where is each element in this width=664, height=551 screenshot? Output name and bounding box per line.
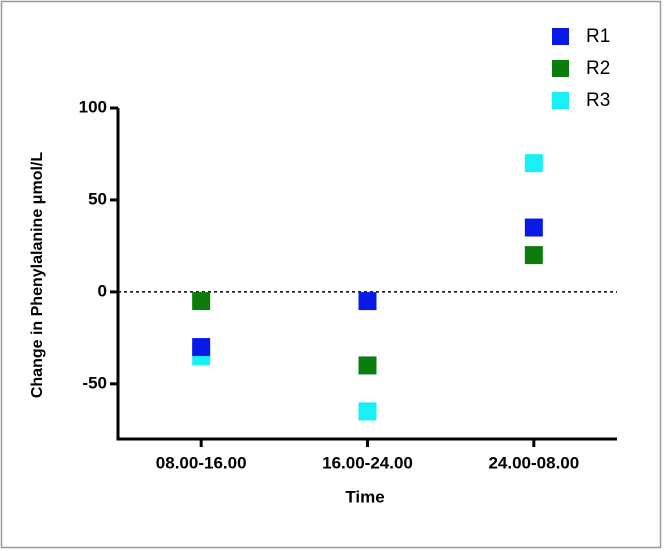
x-tick-label: 24.00-08.00 (488, 453, 579, 472)
y-tick-label: 100 (79, 97, 107, 116)
legend-marker (552, 60, 569, 77)
y-tick-label: 0 (98, 281, 107, 300)
legend-text: R3 (586, 90, 610, 111)
legend-marker (552, 28, 569, 45)
y-tick-label: -50 (82, 373, 107, 392)
point (192, 338, 211, 357)
x-axis-label: Time (345, 487, 384, 506)
y-axis-label: Change in Phenylalanine μmol/L (29, 152, 46, 399)
legend-text: R2 (586, 58, 610, 79)
point (192, 292, 211, 311)
legend-marker (552, 92, 569, 109)
point (358, 356, 377, 375)
point (524, 218, 543, 237)
point (358, 402, 377, 421)
point (524, 246, 543, 265)
point (524, 154, 543, 173)
y-tick-label: 50 (88, 189, 107, 208)
point (358, 292, 377, 311)
x-tick-label: 08.00-16.00 (156, 453, 247, 472)
x-tick-label: 16.00-24.00 (322, 453, 413, 472)
legend-text: R1 (586, 26, 610, 47)
